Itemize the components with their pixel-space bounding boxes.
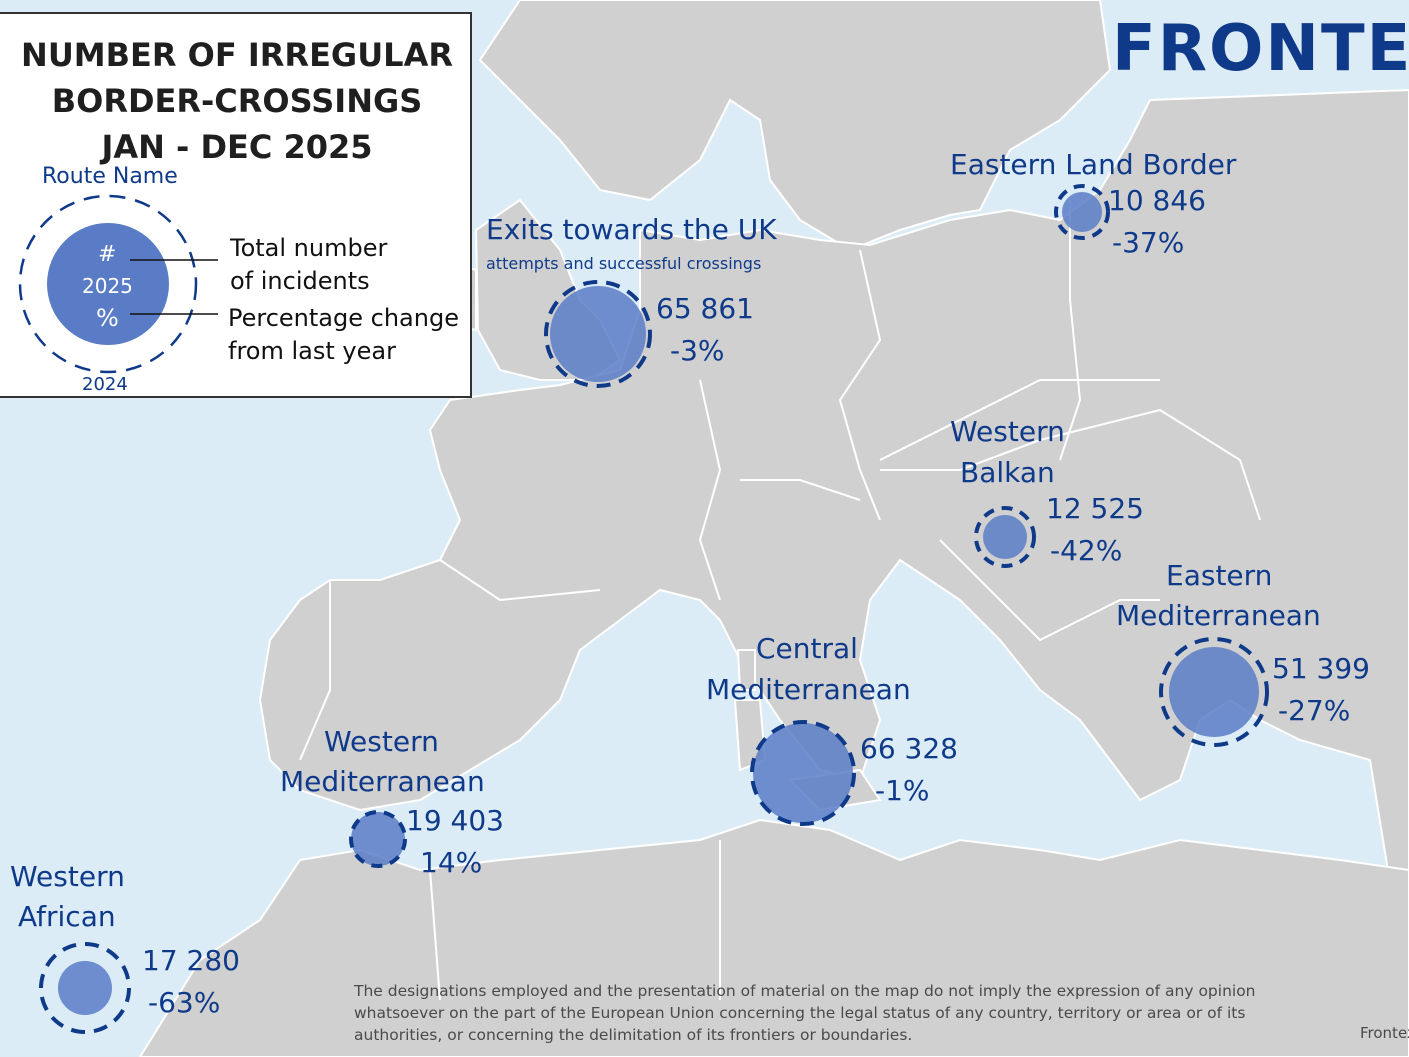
title-line-3: JAN - DEC 2025 <box>101 128 373 166</box>
title-line-1: NUMBER OF IRREGULAR <box>21 36 453 74</box>
legend-percent: % <box>96 304 119 332</box>
value-central-med: 66 328 <box>860 732 958 765</box>
disclaimer-text: The designations employed and the presen… <box>354 982 1256 1044</box>
route-name-exits-uk: Exits towards the UK <box>486 213 777 246</box>
route-name-eastern-med-2: Mediterranean <box>1116 599 1321 632</box>
legend-total-label: Total number of incidents <box>230 234 388 295</box>
value-exits-uk: 65 861 <box>656 292 754 325</box>
value-eastern-med: 51 399 <box>1272 652 1370 685</box>
change-western-balkan: -42% <box>1050 534 1123 567</box>
change-western-african: -63% <box>148 986 221 1019</box>
map-title: NUMBER OF IRREGULAR BORDER-CROSSINGS JAN… <box>0 32 474 170</box>
bubble-western-mediterranean[interactable] <box>349 810 407 868</box>
corsica <box>736 649 756 691</box>
bubble-exits-uk[interactable] <box>544 280 652 388</box>
route-name-western-balkan-1: Western <box>950 415 1065 448</box>
value-eastern-land-border: 10 846 <box>1108 184 1206 217</box>
value-western-african: 17 280 <box>142 944 240 977</box>
bubble-western-balkan[interactable] <box>974 506 1036 568</box>
change-western-med: 14% <box>420 846 483 879</box>
route-subtitle-exits-uk: attempts and successful crossings <box>486 254 762 273</box>
route-name-western-african-1: Western <box>10 860 125 893</box>
bubble-eastern-land-border[interactable] <box>1054 184 1110 240</box>
route-name-eastern-land-border: Eastern Land Border <box>950 148 1237 181</box>
country-borders <box>299 200 1261 1001</box>
route-name-western-med-2: Mediterranean <box>280 765 485 798</box>
legend-year-current: 2025 <box>82 274 133 298</box>
legend-year-previous: 2024 <box>82 374 128 395</box>
route-name-western-balkan-2: Balkan <box>960 456 1055 489</box>
change-exits-uk: -3% <box>670 334 725 367</box>
bubble-western-african[interactable] <box>39 942 131 1034</box>
value-western-balkan: 12 525 <box>1046 492 1144 525</box>
frontex-logo: FRONTEX <box>1112 12 1409 86</box>
route-name-central-med-2: Mediterranean <box>706 673 911 706</box>
legend-route-name: Route Name <box>42 164 178 189</box>
legend-hash: # <box>98 242 117 267</box>
route-name-western-african-2: African <box>18 900 116 933</box>
route-name-central-med-1: Central <box>756 632 858 665</box>
north-africa <box>138 818 1409 1057</box>
route-name-eastern-med-1: Eastern <box>1166 559 1273 592</box>
value-western-med: 19 403 <box>406 804 504 837</box>
title-line-2: BORDER-CROSSINGS <box>51 82 423 120</box>
legend-box: NUMBER OF IRREGULAR BORDER-CROSSINGS JAN… <box>0 12 472 398</box>
change-eastern-med: -27% <box>1278 694 1351 727</box>
change-eastern-land-border: -37% <box>1112 226 1185 259</box>
bubble-central-mediterranean[interactable] <box>750 720 856 826</box>
bubble-eastern-mediterranean[interactable] <box>1159 637 1269 747</box>
legend-symbol <box>18 194 218 374</box>
change-central-med: -1% <box>875 774 930 807</box>
land-masses <box>138 0 1409 1057</box>
legend-change-label: Percentage change from last year <box>228 304 459 365</box>
source-credit: Frontex <box>1360 1024 1409 1042</box>
route-name-western-med-1: Western <box>324 725 439 758</box>
scandinavia <box>478 0 1112 252</box>
